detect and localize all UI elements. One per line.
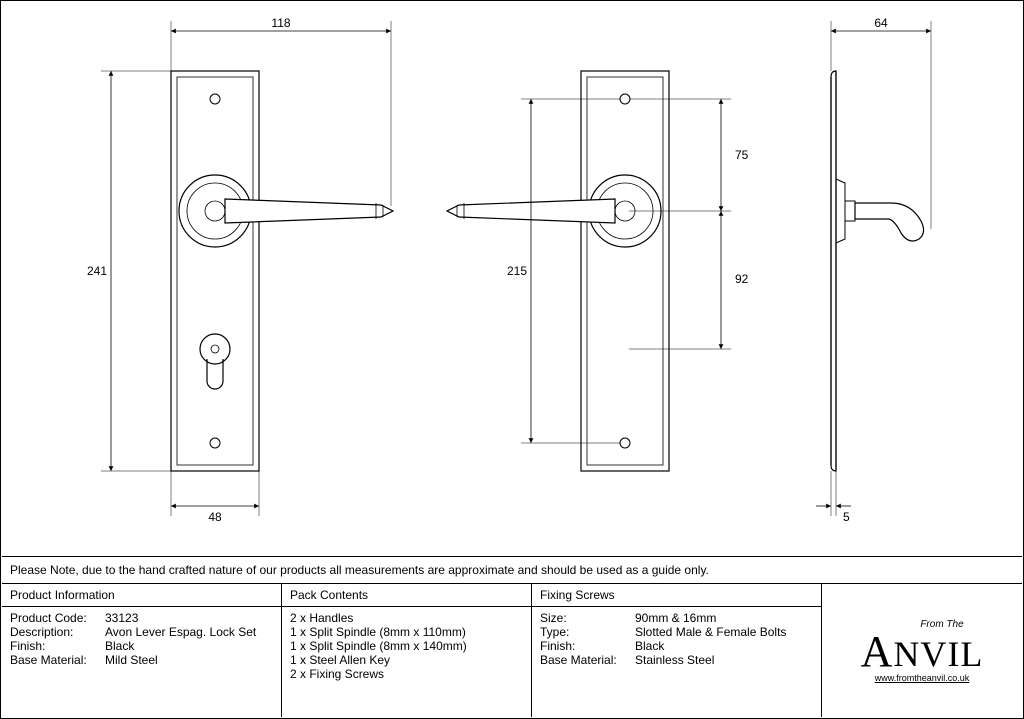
dim-text: 215 <box>507 264 527 278</box>
logo-url: www.fromtheanvil.co.uk <box>875 673 970 683</box>
logo-rest: NVIL <box>893 634 983 674</box>
value: 33123 <box>105 611 138 625</box>
value: Stainless Steel <box>635 653 714 667</box>
value: Slotted Male & Female Bolts <box>635 625 786 639</box>
drawing-sheet: 118 241 48 <box>0 0 1024 719</box>
info-row: Product Information Product Code:33123 D… <box>2 584 1022 717</box>
label: Type: <box>540 625 635 639</box>
fixing-screws-col: Fixing Screws Size:90mm & 16mm Type:Slot… <box>532 584 822 717</box>
logo-main: ANVIL <box>861 626 984 677</box>
drawing-area: 118 241 48 <box>81 11 961 531</box>
pack-header: Pack Contents <box>282 584 531 607</box>
dim-text: 75 <box>735 148 749 162</box>
side-view <box>831 71 924 471</box>
pack-item: 1 x Split Spindle (8mm x 110mm) <box>290 625 523 639</box>
pack-item: 1 x Steel Allen Key <box>290 653 523 667</box>
dim-text: 92 <box>735 272 749 286</box>
pack-item: 1 x Split Spindle (8mm x 140mm) <box>290 639 523 653</box>
dim-241: 241 <box>87 71 171 471</box>
dim-48: 48 <box>171 471 259 524</box>
technical-drawing-svg: 118 241 48 <box>81 11 961 531</box>
label: Description: <box>10 625 105 639</box>
value: Black <box>105 639 134 653</box>
value: 90mm & 16mm <box>635 611 716 625</box>
dim-64: 64 <box>831 16 931 229</box>
dim-92: 92 <box>629 211 749 349</box>
dim-text: 5 <box>843 510 850 524</box>
dim-5: 5 <box>816 471 851 524</box>
product-info-col: Product Information Product Code:33123 D… <box>2 584 282 717</box>
dim-text: 48 <box>208 510 222 524</box>
product-info-header: Product Information <box>2 584 281 607</box>
logo-col: From The ANVIL www.fromtheanvil.co.uk <box>822 584 1022 717</box>
dim-215: 215 <box>507 99 621 443</box>
pack-item: 2 x Fixing Screws <box>290 667 523 681</box>
value: Avon Lever Espag. Lock Set <box>105 625 256 639</box>
front-view-left <box>171 71 393 471</box>
pack-item: 2 x Handles <box>290 611 523 625</box>
dim-text: 241 <box>87 264 107 278</box>
label: Base Material: <box>540 653 635 667</box>
disclaimer-note: Please Note, due to the hand crafted nat… <box>2 556 1022 584</box>
value: Black <box>635 639 664 653</box>
front-view-center <box>447 71 669 471</box>
screws-header: Fixing Screws <box>532 584 821 607</box>
label: Product Code: <box>10 611 105 625</box>
pack-contents-col: Pack Contents 2 x Handles 1 x Split Spin… <box>282 584 532 717</box>
value: Mild Steel <box>105 653 158 667</box>
note-text: Please Note, due to the hand crafted nat… <box>10 563 709 577</box>
label: Size: <box>540 611 635 625</box>
label: Finish: <box>10 639 105 653</box>
dim-text: 118 <box>271 16 290 30</box>
label: Base Material: <box>10 653 105 667</box>
dim-118: 118 <box>171 16 391 206</box>
dim-text: 64 <box>874 16 888 30</box>
label: Finish: <box>540 639 635 653</box>
